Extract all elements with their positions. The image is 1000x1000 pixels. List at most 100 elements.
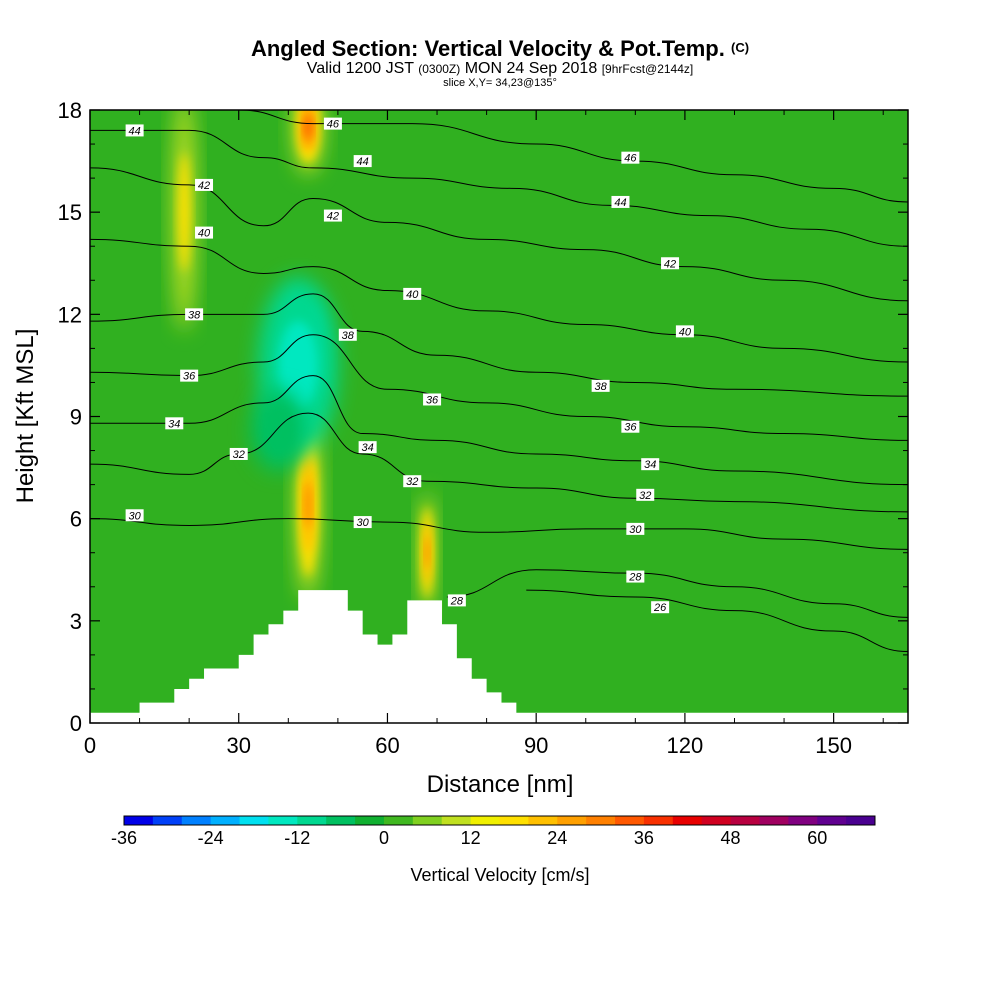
isentrope-label-bg [403,287,422,300]
isentrope-label-text: 40 [198,228,211,240]
velocity-cell [178,152,190,272]
isentrope-label: 44 [353,155,372,168]
isentrope-label-bg [641,458,660,471]
colorbar-swatch [326,816,356,825]
isentrope-label: 30 [626,522,645,536]
colorbar-swatch [817,816,847,825]
isentrope-label-bg [338,328,357,341]
isentrope-26 [526,589,908,652]
colorbar-tick-label: 36 [634,828,654,848]
isentrope-label-bg [636,488,655,501]
colorbar-swatch [846,816,876,825]
colorbar-swatch [383,816,414,825]
isentrope-label: 34 [165,417,184,430]
isentrope-label: 42 [323,209,342,223]
isentrope-label-text: 46 [327,119,340,131]
plot-area: 44 46 44 46 42 44 42 40 42 40 38 40 38 36 38 36 34 36 32 34… [90,110,908,723]
colorbar-label: Vertical Velocity [cm/s] [410,865,589,885]
colorbar-swatch [297,816,327,825]
isentrope-label-bg [423,393,442,406]
isentrope-label-text: 32 [639,490,651,502]
isentrope-label: 30 [125,509,144,522]
colorbar-swatch [268,816,298,825]
isentrope-label: 32 [636,488,655,502]
isentrope-34 [90,375,908,486]
isentrope-label-text: 40 [679,326,692,338]
colorbar-swatch [181,816,212,825]
colorbar-swatch [615,816,645,825]
isentrope-label-text: 30 [357,517,370,529]
colorbar-tick-label: 24 [547,828,567,848]
isentrope-label-text: 36 [183,371,196,383]
isentrope-38 [90,293,908,397]
valid-utc: (0300Z) [418,62,461,76]
colorbar-swatch [528,816,558,825]
isentrope-label-bg [621,420,640,433]
x-tick-label: 150 [815,733,852,758]
isentrope-label-bg [358,441,377,454]
y-tick-label: 12 [58,302,82,327]
isentrope-label-text: 44 [128,125,140,137]
isentrope-label: 38 [338,328,357,342]
isentrope-label-text: 40 [406,289,419,301]
isentrope-label-text: 46 [624,153,637,165]
colorbar-swatch [499,816,529,825]
isentrope-label: 26 [651,601,670,614]
isentrope-label-text: 30 [128,510,141,522]
isentrope-label-text: 32 [406,476,418,488]
x-tick-label: 120 [667,733,704,758]
isentrope-label-bg [125,509,144,522]
isentrope-label-text: 26 [653,602,667,614]
isentrope-label-text: 32 [233,449,245,461]
colorbar-swatch [152,816,183,825]
colorbar-swatch [788,816,818,825]
y-axis-title: Height [Kft MSL] [12,329,39,504]
colorbar-swatch [557,816,587,825]
colorbar-swatch [701,816,732,825]
isentrope-label-bg [651,601,670,614]
isentrope-label: 42 [195,178,214,192]
chart-title-main: Angled Section: Vertical Velocity & Pot.… [250,36,725,61]
velocity-field [172,110,436,615]
isentrope-label: 42 [661,257,680,270]
isentrope-label-bg [353,516,372,529]
colorbar-swatch [239,816,269,825]
isentrope-label: 38 [591,379,610,393]
velocity-cell [304,115,312,139]
isentrope-label: 38 [185,308,204,321]
isentrope-label-bg [323,209,342,222]
isentrope-label-bg [403,475,422,488]
background-field [90,110,908,723]
terrain [90,590,908,723]
colorbar-tick-label: 48 [721,828,741,848]
isentrope-label-text: 44 [614,197,626,209]
isentrope-label: 34 [358,441,377,454]
isentrope-label-bg [180,369,199,382]
isentrope-label-bg [675,325,694,338]
colorbar-tick-label: 0 [379,828,389,848]
isentrope-label-bg [195,226,214,239]
isentrope-label-text: 42 [198,180,210,192]
colorbar-swatch [730,816,760,825]
isentrope-40 [90,238,908,363]
x-axis-title: Distance [nm] [427,771,574,798]
isentrope-label-bg [447,594,466,607]
isentrope-label-bg [661,257,680,270]
isentrope-label-bg [626,570,645,583]
isentrope-30 [90,518,908,550]
y-tick-label: 9 [70,405,82,430]
isentrope-label: 46 [323,117,342,131]
colorbar-swatch [355,816,385,825]
velocity-cell [425,537,430,569]
chart-title: Angled Section: Vertical Velocity & Pot.… [0,36,1000,62]
colorbar-tick-label: -12 [284,828,310,848]
isentrope-label-bg [165,417,184,430]
colorbar: -36 -24 -12 0 12 24 36 48 60 [111,815,876,848]
chart-title-unit: (C) [731,40,750,55]
x-tick-label: 60 [375,733,399,758]
isentrope-label: 40 [403,287,422,301]
velocity-cell [264,409,293,451]
isentrope-42 [90,167,908,302]
colorbar-tick-label: 60 [807,828,827,848]
